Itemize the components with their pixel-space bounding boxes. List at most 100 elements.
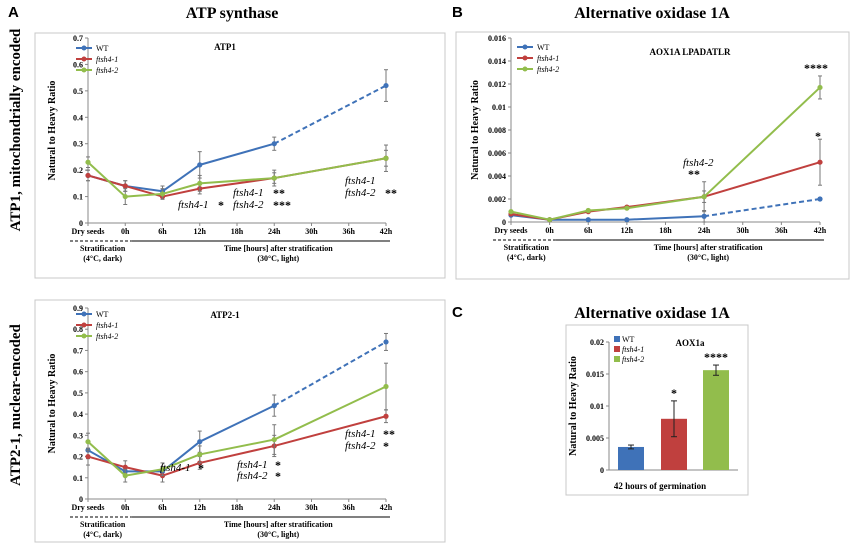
data-point	[383, 155, 389, 161]
y-tick-label: 0.01	[492, 103, 506, 112]
stratification-condition: (4°C, dark)	[507, 253, 546, 262]
data-point	[383, 339, 389, 345]
y-tick-label: 0.5	[73, 389, 83, 398]
x-tick-label: 6h	[158, 503, 167, 512]
significance-label: ftsh4-2	[237, 470, 268, 482]
significance-label: ftsh4-1	[178, 199, 209, 211]
legend-marker-wt	[81, 45, 87, 51]
significance-stars: *	[218, 198, 224, 212]
bar-f2	[703, 370, 729, 470]
significance-stars: *	[275, 458, 281, 472]
significance-stars: **	[385, 186, 397, 200]
frame-a1	[34, 32, 446, 279]
data-point	[817, 159, 823, 165]
chart-subtitle: AOX1A LPADATLR	[650, 47, 731, 57]
chart-subtitle: ATP1	[214, 42, 236, 52]
legend-marker-f2	[81, 67, 87, 73]
panel-letter-c: C	[452, 304, 463, 321]
time-axis-condition: (30°C, light)	[687, 253, 729, 262]
legend-marker-f1	[81, 322, 87, 328]
data-point	[271, 436, 277, 443]
stratification-condition: (4°C, dark)	[83, 254, 122, 263]
data-point	[547, 217, 553, 223]
series-line-segment	[703, 198, 821, 218]
x-tick-label: 12h	[194, 503, 207, 512]
x-tick-label: 24h	[268, 227, 281, 236]
x-tick-label: 12h	[194, 227, 207, 236]
y-tick-label: 0.1	[73, 193, 83, 202]
legend-marker-f1	[522, 55, 528, 61]
y-tick-label: 0.016	[488, 34, 506, 43]
data-point	[383, 383, 389, 390]
time-axis-label: Time [hours] after stratification	[224, 520, 333, 529]
data-point	[383, 413, 389, 419]
significance-label: ftsh4-2	[345, 187, 376, 199]
y-tick-label: 0.5	[73, 87, 83, 96]
data-point	[624, 205, 630, 211]
data-point	[85, 159, 91, 165]
series-f2	[85, 362, 389, 483]
y-axis-label: Natural to Heavy Ratio	[470, 80, 481, 180]
data-point	[122, 473, 128, 479]
significance-stars: **	[688, 167, 700, 181]
significance-stars: *	[275, 469, 281, 483]
panel-letter-b: B	[452, 4, 463, 21]
y-tick-label: 0.015	[586, 370, 604, 379]
data-point	[197, 162, 203, 168]
series-line-segment	[87, 440, 126, 477]
legend-label-f2: ftsh4-2	[622, 355, 644, 364]
data-point	[585, 217, 591, 223]
row-label-atp1: ATP1, mitochondrially encoded	[8, 28, 24, 231]
legend-marker-wt	[522, 44, 528, 50]
y-tick-label: 0.002	[488, 195, 506, 204]
series-f2	[508, 75, 823, 223]
data-point	[122, 183, 128, 189]
series-line-segment	[199, 177, 275, 185]
y-tick-label: 0.7	[73, 346, 83, 355]
data-point	[271, 403, 277, 409]
x-tick-label: 30h	[305, 227, 318, 236]
y-tick-label: 0	[502, 218, 506, 227]
significance-label: ftsh4-1	[237, 459, 268, 471]
y-tick-label: 0.9	[73, 304, 83, 313]
legend-swatch-f1	[614, 346, 620, 352]
legend-label-wt: WT	[96, 44, 109, 53]
series-line-segment	[549, 209, 589, 221]
panel-a-title: ATP synthase	[186, 5, 279, 22]
legend-label-wt: WT	[622, 335, 635, 344]
significance-stars: *	[671, 386, 677, 400]
significance-stars: ****	[704, 350, 728, 364]
series-line-segment	[626, 215, 705, 221]
legend-swatch-f2	[614, 356, 620, 362]
legend-label-wt: WT	[537, 43, 550, 52]
y-tick-label: 0.005	[586, 434, 604, 443]
y-tick-label: 0	[79, 495, 83, 504]
x-tick-label: 36h	[343, 503, 356, 512]
y-tick-label: 0.4	[73, 410, 83, 419]
y-tick-label: 0	[79, 219, 83, 228]
significance-stars: ****	[804, 61, 828, 75]
legend-label-f1: ftsh4-1	[96, 55, 118, 64]
legend-label-f2: ftsh4-2	[537, 65, 559, 74]
stratification-condition: (4°C, dark)	[83, 530, 122, 539]
row-label-atp2: ATP2-1, nuclear-encoded	[8, 324, 24, 486]
series-line-segment	[199, 444, 275, 464]
y-axis-label: Natural to Heavy Ratio	[568, 356, 579, 456]
frame-b	[455, 31, 850, 280]
data-point	[85, 439, 91, 445]
x-tick-label: 36h	[343, 227, 356, 236]
y-tick-label: 0.004	[488, 172, 506, 181]
data-point	[159, 466, 166, 472]
y-tick-label: 0.006	[488, 149, 506, 158]
series-line-segment	[162, 182, 201, 195]
legend-label-f1: ftsh4-1	[96, 321, 118, 330]
significance-stars: ***	[273, 198, 291, 212]
series-line-segment	[273, 385, 387, 441]
x-tick-label: 18h	[659, 226, 672, 235]
y-tick-label: 0.6	[73, 60, 83, 69]
y-tick-label: 0.2	[73, 166, 83, 175]
x-tick-label: 0h	[545, 226, 554, 235]
series-line-segment	[510, 210, 550, 221]
y-tick-label: 0.3	[73, 140, 83, 149]
